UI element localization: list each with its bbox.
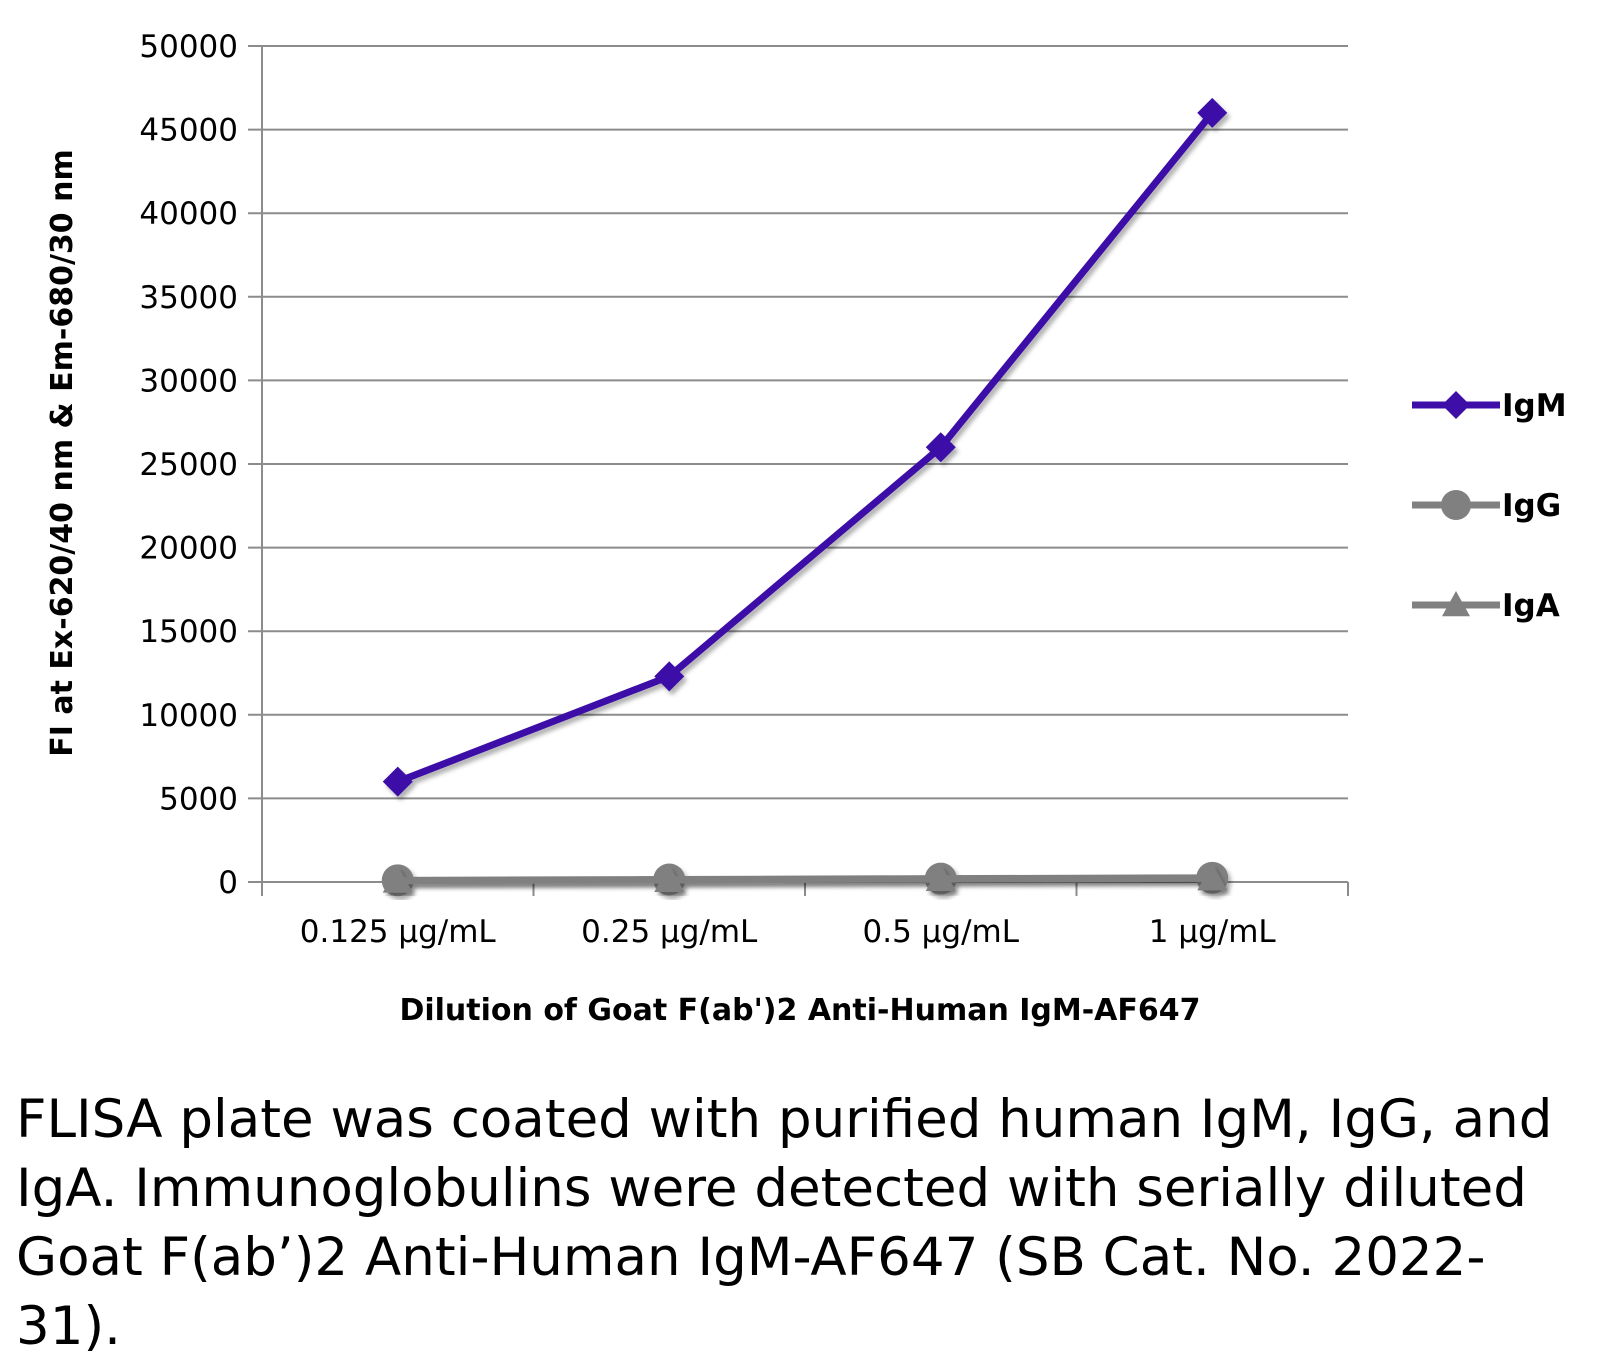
data-point-triangle <box>1197 863 1228 891</box>
x-axis-title: Dilution of Goat F(ab')2 Anti-Human IgM-… <box>399 993 1200 1028</box>
legend-label: IgM <box>1502 388 1567 424</box>
data-point-circle <box>1441 490 1471 520</box>
legend-item-iga: IgA <box>1412 588 1560 624</box>
data-point-triangle <box>925 863 956 891</box>
series-iga <box>382 863 1228 893</box>
y-tick-label: 40000 <box>139 196 238 232</box>
axes: 0 5000 10000 15000 20000 25000 30000 35000 40000… <box>139 29 1349 950</box>
y-tick-label: 30000 <box>139 363 238 399</box>
y-axis-title: FI at Ex-620/40 nm & Em-680/30 nm <box>45 149 80 756</box>
y-tick-label: 0 <box>218 865 238 901</box>
legend-item-igg: IgG <box>1412 488 1561 524</box>
y-tick-label: 10000 <box>139 698 238 734</box>
data-point-diamond <box>654 661 685 692</box>
series-layer <box>381 97 1229 897</box>
y-tick-label: 45000 <box>139 113 238 149</box>
y-tick-label: 25000 <box>139 447 238 483</box>
legend-label: IgG <box>1502 488 1561 524</box>
y-tick-label: 15000 <box>139 614 238 650</box>
data-point-triangle <box>654 864 685 892</box>
series-igm <box>382 97 1228 797</box>
data-point-triangle <box>1442 591 1470 617</box>
line-chart: 0 5000 10000 15000 20000 25000 30000 35000 40000… <box>45 29 1567 1028</box>
data-point-diamond <box>1442 391 1470 419</box>
data-point-triangle <box>382 865 413 893</box>
series-line <box>396 110 1215 785</box>
x-tick-label: 1 µg/mL <box>1149 914 1277 950</box>
y-tick-label: 35000 <box>139 280 238 316</box>
data-point-diamond <box>1197 97 1228 128</box>
legend: IgM IgG IgA <box>1412 388 1567 624</box>
legend-item-igm: IgM <box>1412 388 1567 424</box>
y-tick-label: 50000 <box>139 29 238 65</box>
data-point-diamond <box>925 432 956 463</box>
x-tick-label: 0.25 µg/mL <box>581 914 758 950</box>
x-tick-label: 0.5 µg/mL <box>863 914 1020 950</box>
legend-label: IgA <box>1502 588 1560 624</box>
data-point-diamond <box>382 766 413 797</box>
figure-caption: FLISA plate was coated with purified hum… <box>16 1089 1553 1357</box>
gridlines <box>248 45 1348 883</box>
y-tick-label: 5000 <box>159 781 238 817</box>
x-tick-label: 0.125 µg/mL <box>300 914 497 950</box>
series-line <box>397 874 1213 885</box>
y-tick-label: 20000 <box>139 531 238 567</box>
